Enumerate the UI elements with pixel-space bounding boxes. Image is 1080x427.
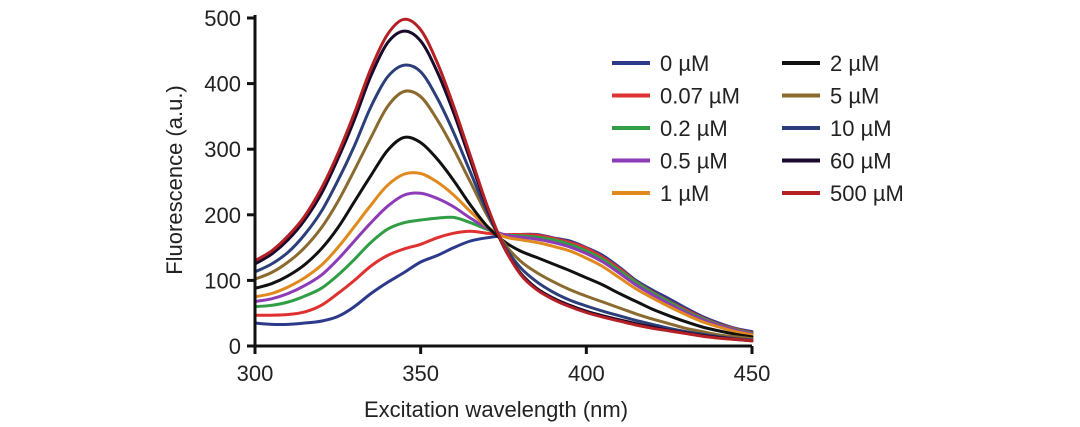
axes — [253, 15, 752, 348]
legend-label: 0.2 µM — [660, 116, 728, 141]
x-tick-label: 450 — [734, 361, 771, 386]
legend-label: 0 µM — [660, 51, 709, 76]
x-axis-title: Excitation wavelength (nm) — [364, 397, 628, 422]
y-tick-label: 500 — [204, 6, 241, 31]
legend-label: 0.07 µM — [660, 84, 740, 109]
legend-label: 1 µM — [660, 181, 709, 206]
series-line — [253, 191, 754, 336]
y-tick-label: 200 — [204, 203, 241, 228]
y-axis-title: Fluorescence (a.u.) — [162, 85, 187, 275]
legend: 0 µM 0.07 µM 0.2 µM 0.5 µM 1 µM 2 µM 5 µM 10 µM… — [612, 51, 904, 206]
series-line — [253, 171, 754, 337]
legend-label: 2 µM — [830, 51, 879, 76]
y-tick-label: 400 — [204, 72, 241, 97]
x-tick-label: 400 — [568, 361, 605, 386]
y-tick-label: 100 — [204, 268, 241, 293]
series-lines — [253, 17, 754, 343]
x-tick-label: 300 — [237, 361, 274, 386]
y-tick-label: 300 — [204, 137, 241, 162]
legend-label: 60 µM — [830, 149, 892, 174]
y-tick-label: 0 — [229, 334, 241, 359]
ticks: 0 100 200 300 400 500 300 350 400 450 — [204, 6, 770, 386]
legend-label: 0.5 µM — [660, 149, 728, 174]
legend-label: 5 µM — [830, 84, 879, 109]
legend-label: 10 µM — [830, 116, 892, 141]
legend-label: 500 µM — [830, 181, 904, 206]
series-line — [253, 17, 754, 343]
x-tick-label: 350 — [402, 361, 439, 386]
